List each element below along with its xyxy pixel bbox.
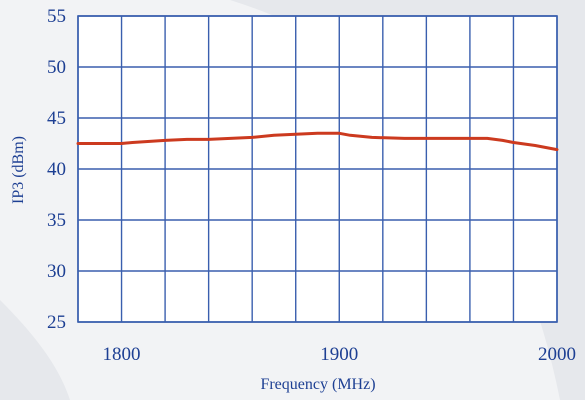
grid-lines	[77, 15, 558, 323]
y-axis-title: IP3 (dBm)	[10, 136, 27, 204]
background-swoosh-left	[0, 300, 70, 400]
y-tick-label: 55	[47, 6, 66, 27]
data-series	[76, 131, 559, 152]
plot-border	[77, 15, 558, 323]
y-tick-label: 45	[47, 108, 66, 129]
y-tick-label: 25	[47, 312, 66, 333]
y-tick-label: 50	[47, 57, 66, 78]
y-tick-labels: 25 30 35 40 45 50 55	[47, 6, 66, 333]
y-tick-label: 30	[47, 261, 66, 282]
ip3-series-line	[76, 131, 559, 152]
y-tick-label: 40	[47, 159, 66, 180]
x-axis-title: Frequency (MHz)	[260, 376, 375, 393]
x-tick-label: 2000	[538, 344, 576, 365]
x-tick-label: 1900	[320, 344, 358, 365]
x-tick-label: 1800	[103, 344, 141, 365]
y-tick-label: 35	[47, 210, 66, 231]
x-tick-labels: 1800 1900 2000	[103, 344, 576, 365]
